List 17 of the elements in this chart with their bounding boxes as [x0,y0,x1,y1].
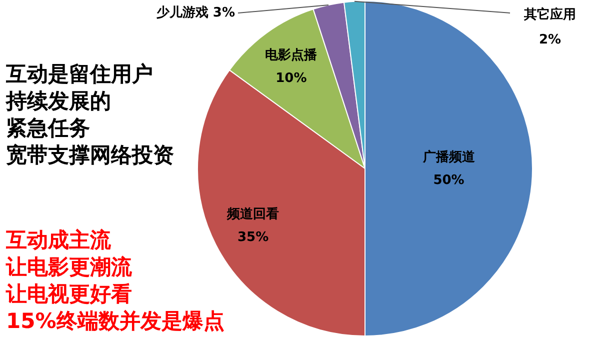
text: 15%终端数并发是爆点 [6,309,224,333]
slice-label: 其它应用 [523,6,576,22]
slice-label: 广播频道 [422,148,476,165]
slice-label: 少儿游戏 3% [155,5,235,20]
slice-label: 电影点播 [265,47,318,64]
data-label: 10% [276,71,307,86]
slice-label: 频道回看 [226,206,280,222]
text: 宽带支撑网络投资 [6,143,174,167]
text: 紧急任务 [6,116,90,140]
text: 互动成主流 [6,228,111,252]
text: 让电影更潮流 [6,255,132,279]
text: 互动是留住用户 [6,62,153,86]
data-label: 2% [538,32,562,48]
text: 持续发展的 [6,89,111,113]
text: 让电视更好看 [6,282,132,306]
data-label: 35% [238,230,269,245]
data-label: 50% [433,172,464,188]
